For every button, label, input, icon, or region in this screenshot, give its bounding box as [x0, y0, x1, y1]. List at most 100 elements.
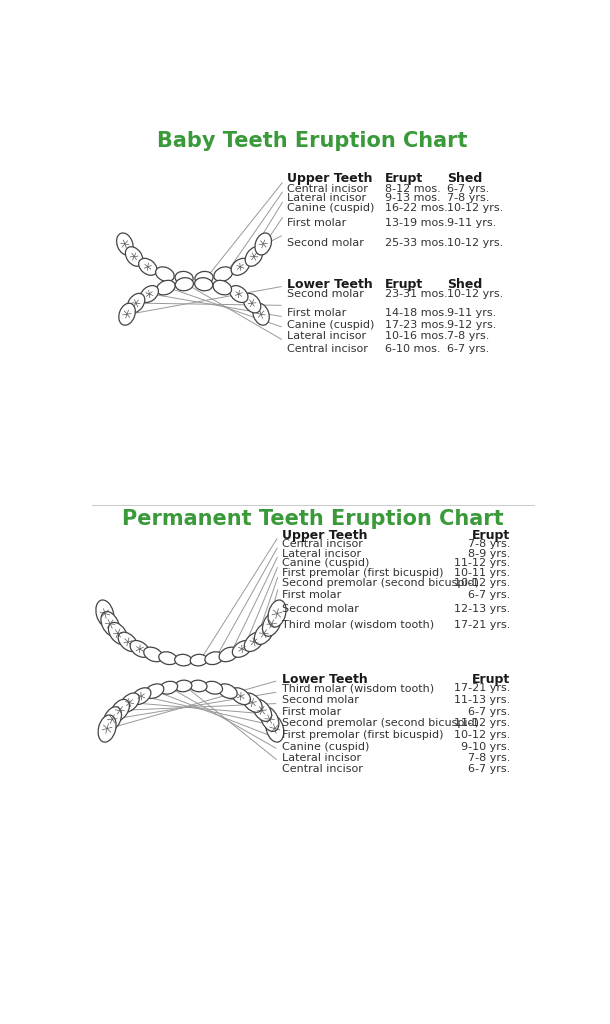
Ellipse shape [268, 600, 286, 627]
Text: 7-8 yrs.: 7-8 yrs. [468, 753, 510, 763]
Ellipse shape [109, 623, 127, 644]
Ellipse shape [253, 699, 271, 721]
Text: 8-12 mos.: 8-12 mos. [385, 183, 440, 194]
Text: 9-13 mos.: 9-13 mos. [385, 193, 440, 203]
Ellipse shape [243, 294, 261, 313]
Ellipse shape [245, 247, 263, 266]
Text: 10-12 yrs.: 10-12 yrs. [447, 238, 503, 248]
Ellipse shape [101, 611, 120, 636]
Text: 10-11 yrs.: 10-11 yrs. [454, 568, 510, 578]
Ellipse shape [159, 681, 178, 694]
Ellipse shape [159, 651, 177, 665]
Ellipse shape [174, 654, 192, 666]
Text: Lower Teeth: Lower Teeth [287, 279, 373, 292]
Text: Erupt: Erupt [385, 279, 423, 292]
Ellipse shape [119, 303, 135, 326]
Text: 17-23 mos.: 17-23 mos. [385, 319, 448, 330]
Text: Third molar (wisdom tooth): Third molar (wisdom tooth) [282, 620, 434, 630]
Text: Canine (cuspid): Canine (cuspid) [287, 319, 375, 330]
Text: 13-19 mos.: 13-19 mos. [385, 218, 447, 228]
Text: 11-12 yrs.: 11-12 yrs. [454, 558, 510, 568]
Ellipse shape [126, 247, 143, 266]
Text: Second molar: Second molar [287, 289, 364, 299]
Text: 7-8 yrs.: 7-8 yrs. [447, 193, 489, 203]
Text: Central incisor: Central incisor [287, 344, 368, 354]
Ellipse shape [205, 651, 223, 665]
Text: 9-11 yrs.: 9-11 yrs. [447, 218, 496, 228]
Ellipse shape [138, 258, 157, 275]
Text: 6-7 yrs.: 6-7 yrs. [468, 590, 510, 600]
Ellipse shape [140, 286, 159, 302]
Ellipse shape [231, 688, 251, 705]
Text: 25-33 mos.: 25-33 mos. [385, 238, 447, 248]
Text: 6-7 yrs.: 6-7 yrs. [468, 707, 510, 717]
Text: 10-16 mos.: 10-16 mos. [385, 331, 447, 341]
Text: 16-22 mos.: 16-22 mos. [385, 203, 448, 213]
Ellipse shape [175, 278, 193, 291]
Text: Lower Teeth: Lower Teeth [282, 673, 367, 686]
Text: Second premolar (second bicuspid): Second premolar (second bicuspid) [282, 578, 479, 588]
Ellipse shape [218, 684, 237, 698]
Ellipse shape [266, 715, 284, 742]
Ellipse shape [96, 600, 114, 627]
Text: 11-12 yrs.: 11-12 yrs. [454, 718, 510, 728]
Text: 6-7 yrs.: 6-7 yrs. [447, 344, 489, 354]
Ellipse shape [157, 281, 175, 295]
Text: Second molar: Second molar [282, 695, 359, 705]
Text: Central incisor: Central incisor [282, 764, 362, 774]
Text: 6-10 mos.: 6-10 mos. [385, 344, 440, 354]
Text: 10-12 yrs.: 10-12 yrs. [454, 730, 510, 739]
Text: 10-12 yrs.: 10-12 yrs. [454, 578, 510, 588]
Text: 10-12 yrs.: 10-12 yrs. [447, 203, 503, 213]
Text: 7-8 yrs.: 7-8 yrs. [468, 540, 510, 550]
Text: Baby Teeth Eruption Chart: Baby Teeth Eruption Chart [157, 131, 468, 152]
Ellipse shape [98, 715, 116, 742]
Text: Second molar: Second molar [287, 238, 364, 248]
Ellipse shape [260, 707, 279, 731]
Ellipse shape [244, 632, 264, 651]
Ellipse shape [175, 271, 193, 285]
Ellipse shape [262, 611, 281, 636]
Ellipse shape [254, 623, 273, 644]
Text: 11-13 yrs.: 11-13 yrs. [454, 695, 510, 705]
Text: 17-21 yrs.: 17-21 yrs. [454, 620, 510, 630]
Ellipse shape [195, 271, 213, 285]
Ellipse shape [190, 680, 207, 692]
Text: 9-10 yrs.: 9-10 yrs. [461, 742, 510, 752]
Ellipse shape [204, 681, 223, 694]
Text: 6-7 yrs.: 6-7 yrs. [468, 764, 510, 774]
Text: Lateral incisor: Lateral incisor [287, 331, 366, 341]
Text: 7-8 yrs.: 7-8 yrs. [447, 331, 489, 341]
Text: Lateral incisor: Lateral incisor [282, 549, 361, 559]
Text: First molar: First molar [287, 218, 346, 228]
Text: First molar: First molar [282, 707, 341, 717]
Text: Shed: Shed [447, 172, 482, 185]
Text: Second premolar (second bicuspid): Second premolar (second bicuspid) [282, 718, 479, 728]
Ellipse shape [175, 680, 192, 692]
Text: Upper Teeth: Upper Teeth [287, 172, 373, 185]
Ellipse shape [144, 647, 163, 662]
Ellipse shape [213, 281, 232, 295]
Text: Central incisor: Central incisor [282, 540, 362, 550]
Text: 9-12 yrs.: 9-12 yrs. [447, 319, 496, 330]
Text: Erupt: Erupt [472, 673, 510, 686]
Text: Third molar (wisdom tooth): Third molar (wisdom tooth) [282, 683, 434, 693]
Ellipse shape [255, 233, 271, 255]
Ellipse shape [243, 693, 262, 713]
Text: Lateral incisor: Lateral incisor [287, 193, 366, 203]
Ellipse shape [214, 267, 232, 282]
Ellipse shape [103, 707, 121, 731]
Text: Second molar: Second molar [282, 604, 359, 614]
Text: Upper Teeth: Upper Teeth [282, 528, 367, 542]
Text: 6-7 yrs.: 6-7 yrs. [447, 183, 489, 194]
Ellipse shape [130, 641, 149, 657]
Text: First molar: First molar [287, 308, 346, 318]
Ellipse shape [195, 278, 213, 291]
Ellipse shape [127, 294, 145, 313]
Text: 17-21 yrs.: 17-21 yrs. [454, 683, 510, 693]
Text: 9-11 yrs.: 9-11 yrs. [447, 308, 496, 318]
Text: 8-9 yrs.: 8-9 yrs. [468, 549, 510, 559]
Ellipse shape [120, 693, 139, 713]
Text: First premolar (first bicuspid): First premolar (first bicuspid) [282, 730, 443, 739]
Text: 10-12 yrs.: 10-12 yrs. [447, 289, 503, 299]
